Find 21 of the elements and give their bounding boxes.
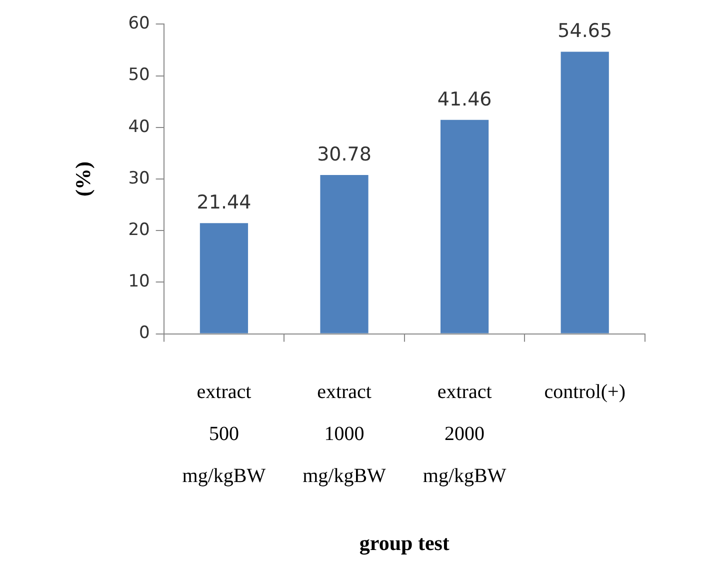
data-label: 30.78 xyxy=(317,143,372,166)
y-tick-label: 20 xyxy=(128,220,150,240)
x-axis-title: group test xyxy=(359,530,450,555)
x-tick-label: extract 2000 mg/kgBW xyxy=(422,381,506,488)
x-tick-label: control(+) xyxy=(544,381,626,404)
y-tick-label: 50 xyxy=(128,65,150,86)
data-label: 21.44 xyxy=(196,192,252,214)
y-tick-label: 40 xyxy=(128,116,150,137)
bar xyxy=(200,223,248,334)
bar xyxy=(560,52,609,334)
y-axis-title: (%) xyxy=(71,162,96,196)
data-label: 41.46 xyxy=(437,88,492,110)
y-tick-label: 60 xyxy=(128,14,150,34)
data-label: 54.65 xyxy=(558,20,612,42)
x-tick-label: extract 1000 mg/kgBW xyxy=(302,381,386,488)
bar xyxy=(320,174,368,334)
y-tick-label: 10 xyxy=(128,272,150,292)
y-tick-label: 0 xyxy=(139,323,150,344)
y-tick-label: 30 xyxy=(128,168,150,188)
bar xyxy=(440,120,489,334)
x-tick-label: extract 500 mg/kgBW xyxy=(182,381,266,488)
